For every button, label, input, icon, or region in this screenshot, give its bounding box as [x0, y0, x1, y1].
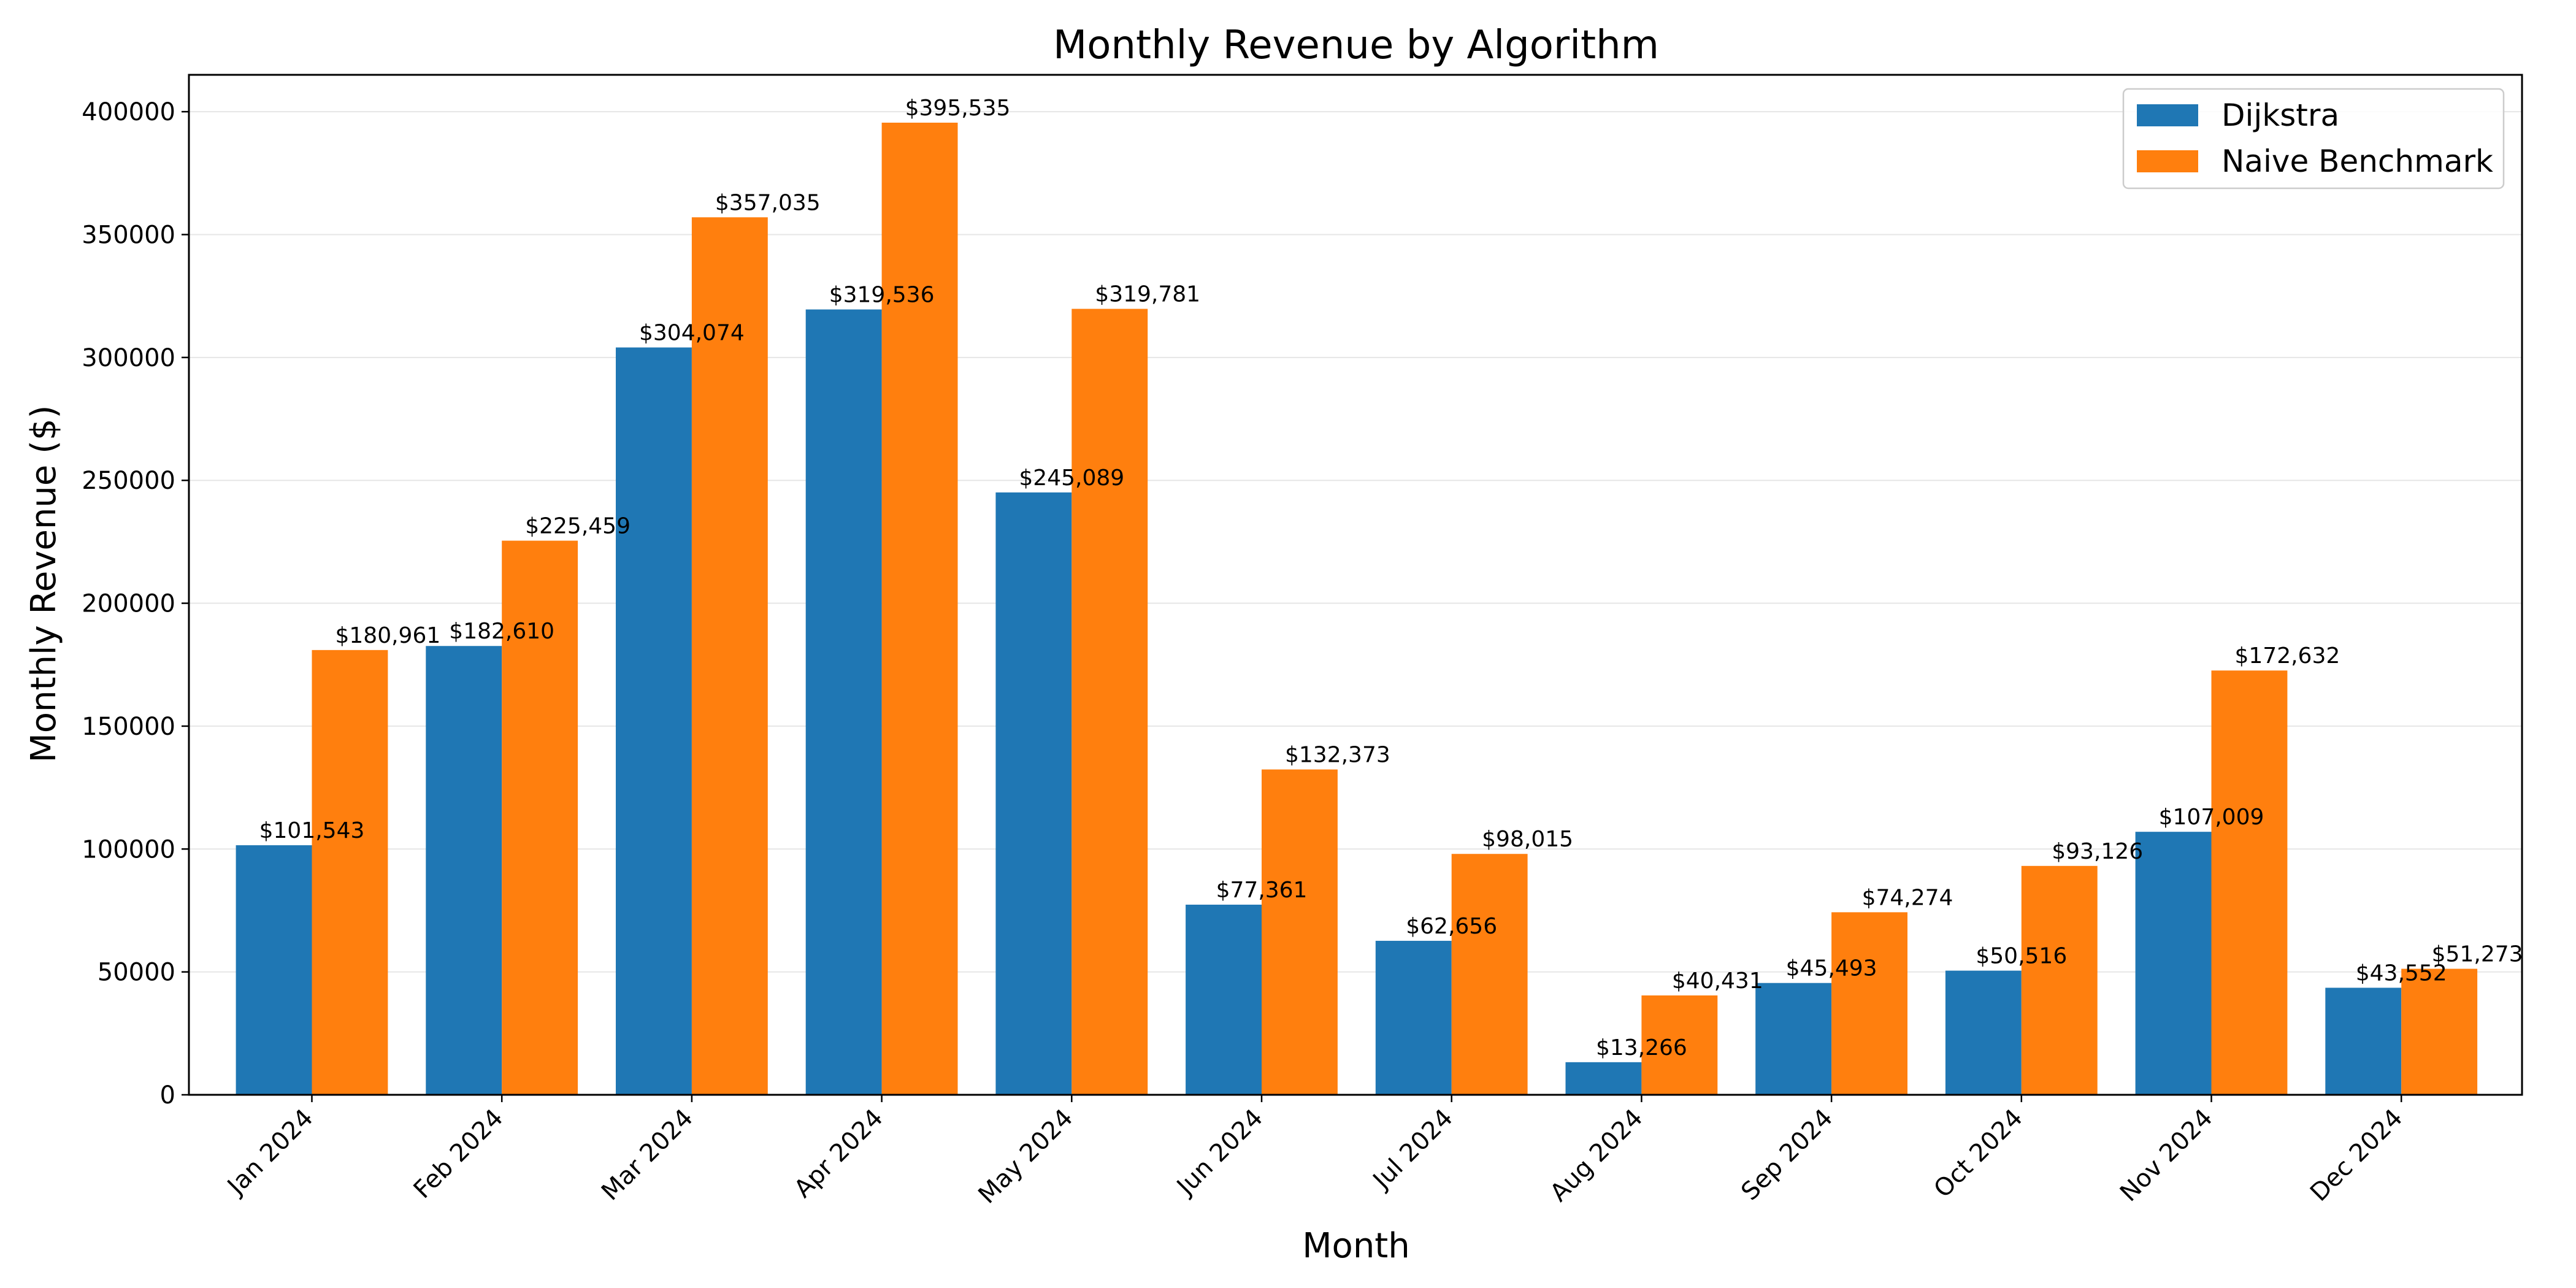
y-tick-label: 50000 [98, 959, 175, 987]
x-tick-label: Dec 2024 [2305, 1104, 2408, 1207]
bar-value-label: $304,074 [639, 321, 745, 346]
bar-dijkstra [236, 845, 312, 1095]
x-tick-label: May 2024 [973, 1104, 1078, 1209]
bar-naive-benchmark [312, 650, 388, 1095]
plot-area-frame [188, 74, 2523, 1096]
legend-swatch [2137, 150, 2198, 172]
bar-value-label: $182,610 [449, 619, 554, 644]
y-axis-label: Monthly Revenue ($) [24, 405, 64, 762]
bar-naive-benchmark [881, 123, 958, 1095]
bar-value-label: $319,536 [829, 283, 935, 308]
bar-value-label: $357,035 [715, 190, 821, 215]
x-tick-label: Oct 2024 [1928, 1104, 2028, 1203]
bar-naive-benchmark [2401, 968, 2478, 1095]
bar-labels: $101,543 $182,610 $304,074 $319,536 $245,089… [259, 96, 2523, 1060]
bar-dijkstra [2325, 987, 2402, 1095]
bar-value-label: $180,961 [335, 623, 441, 648]
bars [236, 123, 2478, 1095]
y-tick-label: 100000 [82, 835, 175, 864]
bar-value-label: $245,089 [1019, 466, 1124, 491]
x-tick-label: Mar 2024 [596, 1104, 699, 1206]
bar-value-label: $107,009 [2159, 805, 2264, 830]
bar-naive-benchmark [691, 217, 768, 1095]
chart-title: Monthly Revenue by Algorithm [1053, 23, 1659, 68]
bar-dijkstra [1375, 940, 1452, 1095]
bar-dijkstra [1755, 983, 1832, 1095]
x-tick-label: Jan 2024 [221, 1104, 318, 1202]
x-axis: Jan 2024 Feb 2024 Mar 2024 Apr 2024 May 2024… [221, 1095, 2408, 1209]
y-tick-label: 150000 [82, 713, 175, 741]
x-tick-label: Sep 2024 [1736, 1104, 1838, 1206]
y-tick-label: 250000 [82, 467, 175, 495]
x-axis-label: Month [1302, 1226, 1410, 1266]
bar-value-label: $225,459 [525, 514, 631, 539]
bar-value-label: $172,632 [2235, 643, 2340, 669]
bar-value-label: $74,274 [1862, 885, 1953, 910]
bar-value-label: $77,361 [1216, 878, 1308, 903]
y-tick-label: 400000 [82, 98, 175, 126]
legend-swatch [2137, 104, 2198, 126]
bar-value-label: $319,781 [1095, 282, 1200, 307]
bar-naive-benchmark [1071, 309, 1148, 1095]
legend: Dijkstra Naive Benchmark [2122, 88, 2505, 190]
bar-value-label: $132,373 [1285, 743, 1390, 768]
bar-naive-benchmark [2211, 670, 2288, 1095]
y-tick-label: 350000 [82, 221, 175, 249]
x-tick-label: Apr 2024 [789, 1104, 888, 1203]
bar-value-label: $62,656 [1406, 914, 1497, 939]
bar-naive-benchmark [1831, 912, 1907, 1095]
y-tick-label: 300000 [82, 344, 175, 372]
bar-value-label: $13,266 [1596, 1035, 1687, 1060]
bar-dijkstra [1565, 1062, 1642, 1095]
bar-value-label: $101,543 [259, 818, 365, 843]
bar-value-label: $51,273 [2432, 942, 2523, 967]
x-tick-label: Nov 2024 [2115, 1104, 2218, 1208]
bar-value-label: $40,431 [1672, 968, 1763, 994]
x-tick-label: Aug 2024 [1545, 1104, 1649, 1208]
bar-value-label: $98,015 [1482, 827, 1573, 852]
bar-naive-benchmark [502, 540, 578, 1095]
bar-dijkstra [426, 646, 502, 1095]
x-tick-label: Jul 2024 [1367, 1104, 1459, 1196]
bar-naive-benchmark [1262, 769, 1338, 1095]
bar-naive-benchmark [1451, 854, 1528, 1095]
y-tick-label: 0 [160, 1081, 175, 1110]
legend-box [2122, 88, 2505, 190]
bar-dijkstra [2135, 832, 2212, 1095]
bar-value-label: $50,516 [1976, 944, 2067, 969]
bar-dijkstra [805, 309, 882, 1095]
bar-dijkstra [995, 492, 1072, 1095]
legend-entry-label: Naive Benchmark [2221, 144, 2493, 179]
bar-value-label: $395,535 [905, 96, 1011, 121]
bar-value-label: $45,493 [1786, 956, 1877, 981]
bar-value-label: $93,126 [2052, 839, 2143, 864]
legend-entry-label: Dijkstra [2221, 98, 2339, 133]
x-tick-label: Jun 2024 [1170, 1104, 1268, 1202]
bar-dijkstra [1945, 970, 2022, 1095]
x-tick-label: Feb 2024 [408, 1104, 509, 1205]
bar-naive-benchmark [1641, 995, 1718, 1095]
y-axis: 0 50000 100000 150000 200000 250000 300000 3500… [82, 98, 189, 1110]
bar-dijkstra [1186, 904, 1262, 1095]
bar-value-label: $43,552 [2356, 960, 2447, 986]
y-tick-label: 200000 [82, 590, 175, 618]
bar-naive-benchmark [2021, 865, 2098, 1095]
bar-dijkstra [616, 347, 692, 1095]
